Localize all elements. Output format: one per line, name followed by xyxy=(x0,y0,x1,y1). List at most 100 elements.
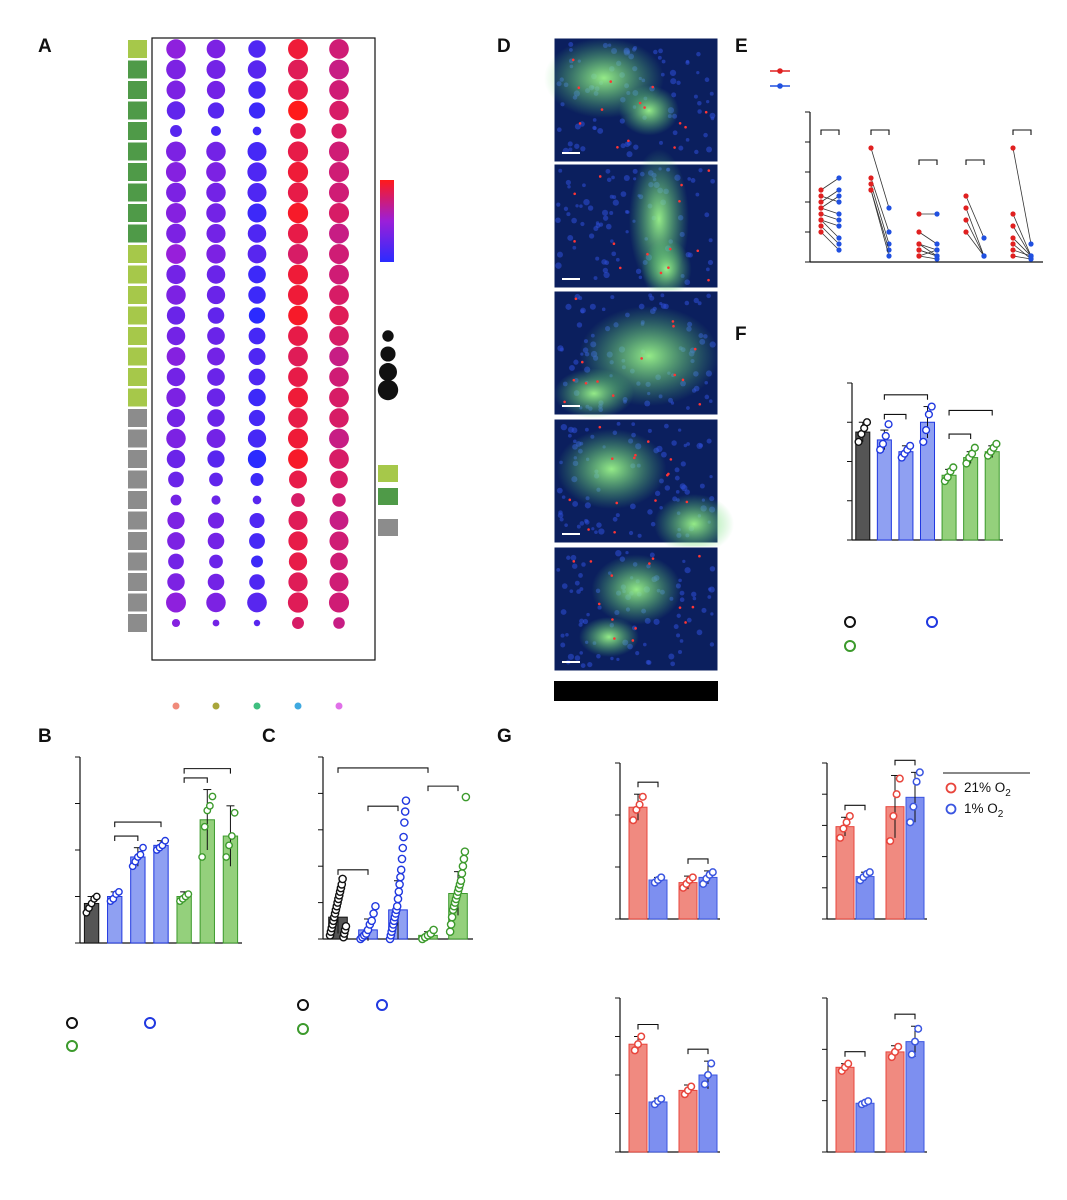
data-point xyxy=(399,832,408,842)
gene-function-swatch xyxy=(128,573,147,591)
nucleus-dot xyxy=(594,530,598,535)
expression-dot xyxy=(207,532,225,550)
nucleus-dot xyxy=(595,221,600,225)
expression-dot xyxy=(170,494,182,506)
nucleus-dot xyxy=(701,607,707,613)
expression-dot xyxy=(166,223,186,244)
significance-bracket xyxy=(114,835,139,842)
bar xyxy=(648,879,668,920)
percent-legend-dot xyxy=(379,363,397,381)
nucleus-dot xyxy=(559,517,564,522)
nucleus-dot xyxy=(625,550,629,555)
nucleus-dot xyxy=(612,199,619,206)
expression-dot xyxy=(206,141,226,162)
nucleus-dot xyxy=(657,55,662,60)
nucleus-dot xyxy=(593,276,598,281)
expression-dot xyxy=(329,100,349,121)
nucleus-dot xyxy=(690,178,696,183)
nucleus-dot xyxy=(684,567,691,574)
nucleus-dot xyxy=(572,563,578,569)
data-point xyxy=(230,808,239,817)
nucleus-dot xyxy=(674,467,680,473)
nucleus-dot xyxy=(610,295,615,300)
legend-marker xyxy=(376,999,388,1011)
expression-dot xyxy=(207,573,225,591)
expression-dot xyxy=(206,203,226,223)
gene-function-swatch xyxy=(128,347,147,366)
cd3-cell xyxy=(597,602,601,606)
expression-dot xyxy=(329,305,349,326)
expression-dot xyxy=(248,265,266,284)
nucleus-dot xyxy=(706,267,710,272)
cd3-cell xyxy=(678,121,682,125)
data-point xyxy=(910,1037,920,1046)
expression-dot xyxy=(171,618,181,628)
expression-dot xyxy=(167,511,185,530)
expression-dot xyxy=(329,408,349,428)
data-point xyxy=(909,802,918,811)
group-color-dot xyxy=(212,702,220,710)
data-point xyxy=(393,894,403,904)
percent-legend-dot xyxy=(382,330,394,342)
nucleus-dot xyxy=(579,521,585,526)
nucleus-dot xyxy=(670,78,677,85)
expression-dot xyxy=(333,617,345,629)
data-point xyxy=(225,841,233,850)
nucleus-dot xyxy=(686,442,690,446)
expression-dot xyxy=(166,285,186,305)
data-point xyxy=(886,836,895,846)
expression-dot xyxy=(290,123,306,139)
expression-dot xyxy=(287,223,309,244)
gene-function-swatch xyxy=(128,306,147,325)
nucleus-dot xyxy=(603,271,610,279)
significance-bracket xyxy=(918,159,938,165)
expression-dot xyxy=(330,552,348,571)
gene-function-swatch xyxy=(128,450,147,468)
expression-dot xyxy=(248,81,266,99)
bar xyxy=(628,806,648,920)
nucleus-dot xyxy=(578,573,583,578)
expression-dot xyxy=(287,141,309,162)
data-point xyxy=(161,836,170,845)
data-point xyxy=(630,1046,639,1055)
gene-function-swatch xyxy=(128,614,147,632)
data-point xyxy=(878,439,888,448)
normoxic-point xyxy=(916,229,922,235)
cd3-cell xyxy=(573,192,576,196)
expression-dot xyxy=(331,123,347,139)
expression-dot xyxy=(247,203,267,223)
nucleus-dot xyxy=(579,651,583,655)
expression-dot xyxy=(166,347,186,366)
panel-g-grouped-bars: 21% O21% O2 xyxy=(615,759,1030,1153)
cd3-cell xyxy=(613,637,616,640)
data-point xyxy=(629,816,638,825)
pair-line xyxy=(820,219,840,239)
gene-function-swatch xyxy=(128,368,147,386)
nucleus-dot xyxy=(602,215,609,221)
gene-function-swatch xyxy=(128,388,147,407)
panel-label-e: E xyxy=(735,36,748,57)
expression-dot xyxy=(247,592,267,613)
legend-marker xyxy=(945,782,957,794)
nucleus-dot xyxy=(696,629,703,636)
expression-dot xyxy=(206,592,226,613)
hypoxic-point xyxy=(1028,256,1034,262)
nucleus-dot xyxy=(606,177,612,183)
cd3-cell xyxy=(634,453,637,457)
data-point xyxy=(395,880,404,889)
nucleus-dot xyxy=(707,595,712,599)
pimo-signal xyxy=(641,239,692,299)
data-point xyxy=(367,916,377,926)
expression-dot xyxy=(166,326,186,346)
expression-dot xyxy=(329,387,349,408)
normoxic-point xyxy=(963,217,969,223)
data-point xyxy=(839,824,848,833)
nucleus-dot xyxy=(709,112,716,119)
nucleus-dot xyxy=(649,295,655,301)
stain-legend-bar xyxy=(554,681,718,701)
nucleus-dot xyxy=(557,512,564,519)
nucleus-dot xyxy=(628,530,634,536)
cd3-cell xyxy=(698,554,701,558)
legend-marker xyxy=(844,640,856,652)
data-point xyxy=(208,792,217,801)
